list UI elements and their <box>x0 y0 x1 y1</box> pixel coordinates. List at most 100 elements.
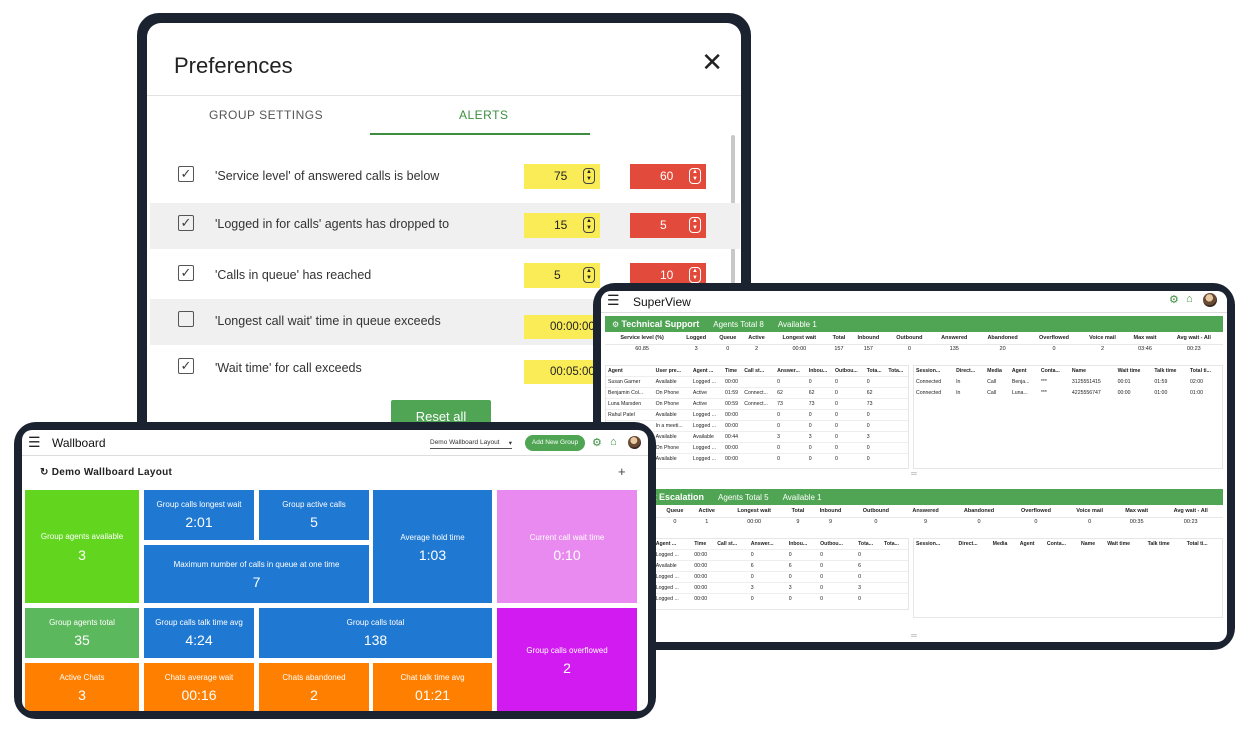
column-header: Total ti... <box>1186 541 1208 547</box>
column-header: Overflowed <box>1039 335 1069 342</box>
gear-icon[interactable]: ⚙ <box>1169 294 1179 306</box>
table-cell: 0 <box>818 559 857 571</box>
gear-icon[interactable]: ⚙ <box>592 437 602 449</box>
table-cell: 00:00 <box>692 548 716 560</box>
table-cell: 0 <box>748 570 787 582</box>
warning-threshold-input[interactable]: 5 ▲ ▼ <box>524 263 600 288</box>
table-cell <box>715 548 749 560</box>
table-cell: 0 <box>864 375 887 387</box>
table-cell: 0 <box>832 408 865 420</box>
tile-group-agents-total[interactable]: Group agents total 35 <box>25 608 139 658</box>
table-cell <box>715 581 749 593</box>
spinner-icon[interactable]: ▲ ▼ <box>583 217 595 233</box>
stat-value: 00:35 <box>1114 516 1159 527</box>
home-icon[interactable]: ⌂ <box>610 436 617 448</box>
column-header: Agent <box>1019 541 1035 547</box>
tile-max-calls-in-queue[interactable]: Maximum number of calls in queue at one … <box>144 545 369 603</box>
tile-active-chats[interactable]: Active Chats 3 <box>25 663 139 711</box>
plus-icon[interactable]: + <box>618 464 626 479</box>
layout-select[interactable]: Demo Wallboard Layout ▾ <box>430 439 512 449</box>
drag-handle-icon[interactable]: ═ <box>911 469 917 478</box>
critical-threshold-input[interactable]: 60 ▲ ▼ <box>630 164 706 189</box>
stat-value: 9 <box>900 516 951 527</box>
table-cell: 73 <box>775 397 807 409</box>
table-cell: 0 <box>806 419 833 431</box>
table-cell: 0 <box>856 592 883 604</box>
spinner-icon[interactable]: ▲ ▼ <box>583 168 595 184</box>
tile-current-call-wait-time[interactable]: Current call wait time 0:10 <box>497 490 637 603</box>
checkbox-icon[interactable] <box>178 311 194 327</box>
hamburger-icon[interactable]: ☰ <box>28 434 41 450</box>
column-header: Answered <box>912 508 939 515</box>
warning-threshold-input[interactable]: 75 ▲ ▼ <box>524 164 600 189</box>
critical-threshold-input[interactable]: 5 ▲ ▼ <box>630 213 706 238</box>
tile-average-hold-time[interactable]: Average hold time 1:03 <box>373 490 492 603</box>
tile-group-agents-available[interactable]: Group agents available 3 <box>25 490 139 603</box>
column-header: Name <box>1081 541 1096 547</box>
stat-value: 60.85 <box>605 343 680 354</box>
table-cell <box>715 592 749 604</box>
avatar[interactable] <box>628 436 641 449</box>
add-new-group-button[interactable]: Add New Group <box>525 435 585 451</box>
tile-chats-abandoned[interactable]: Chats abandoned 2 <box>259 663 369 711</box>
gear-icon[interactable]: ⚙ <box>612 320 622 329</box>
tile-group-calls-longest-wait[interactable]: Group calls longest wait 2:01 <box>144 490 254 540</box>
column-header: Wait time <box>1107 541 1131 547</box>
spinner-icon[interactable]: ▲ ▼ <box>689 267 701 283</box>
column-header: Talk time <box>1154 368 1177 374</box>
avatar[interactable] <box>1203 293 1217 307</box>
table-cell: Logged ... <box>690 408 724 420</box>
table-row[interactable]: Benjamin Col... On Phone Active 01:59 Connec… <box>606 386 908 398</box>
tile-group-calls-overflowed[interactable]: Group calls overflowed 2 <box>497 608 637 711</box>
spinner-icon[interactable]: ▲ ▼ <box>689 168 701 184</box>
table-cell: 00:00 <box>723 452 743 464</box>
column-header: Total <box>832 335 846 342</box>
warning-time-input[interactable]: 00:05:00 <box>524 360 600 384</box>
drag-handle-icon[interactable]: ═ <box>911 631 917 640</box>
tile-chat-talk-time-avg[interactable]: Chat talk time avg 01:21 <box>373 663 492 711</box>
tile-chats-average-wait[interactable]: Chats average wait 00:16 <box>144 663 254 711</box>
column-header: Media <box>987 368 1002 374</box>
home-icon[interactable]: ⌂ <box>1186 293 1193 305</box>
hamburger-icon[interactable]: ☰ <box>607 292 620 308</box>
column-header: Name <box>1071 368 1087 374</box>
column-header: Outbou... <box>834 367 858 374</box>
warning-threshold-input[interactable]: 15 ▲ ▼ <box>524 213 600 238</box>
spinner-icon[interactable]: ▲ ▼ <box>583 267 595 283</box>
table-row[interactable]: Rahul Patel Available Logged ... 00:00 0 0 0 0 <box>606 408 908 420</box>
table-cell: 00:44 <box>723 430 743 442</box>
refresh-icon[interactable]: ↻ <box>40 467 52 478</box>
tab-alerts[interactable]: ALERTS <box>459 108 509 122</box>
table-row[interactable]: Susan Garner Available Logged ... 00:00 0 0 0 0 <box>606 375 908 387</box>
stat-value: 20 <box>976 343 1029 354</box>
tile-group-active-calls[interactable]: Group active calls 5 <box>259 490 369 540</box>
table-row[interactable]: Connected In Call Benja... *** 3125551415 00:0… <box>914 376 1222 387</box>
column-header: Tota... <box>866 367 882 374</box>
warning-time-input[interactable]: 00:00:00 <box>524 315 600 339</box>
tile-group-calls-total[interactable]: Group calls total 138 <box>259 608 492 658</box>
checkbox-icon[interactable]: ✓ <box>178 358 194 374</box>
checkbox-icon[interactable]: ✓ <box>178 166 194 182</box>
table-cell: Logged ... <box>653 581 693 593</box>
table-cell: In <box>956 378 961 385</box>
tab-group-settings[interactable]: GROUP SETTINGS <box>209 108 324 122</box>
spinner-icon[interactable]: ▲ ▼ <box>689 217 701 233</box>
tile-group-calls-talk-time-avg[interactable]: Group calls talk time avg 4:24 <box>144 608 254 658</box>
table-cell: Logged ... <box>653 592 693 604</box>
table-cell <box>886 430 908 442</box>
table-row[interactable]: In a meeti... Logged ... 00:00 0 0 0 0 <box>606 419 908 431</box>
column-header: Inbou... <box>788 540 808 547</box>
checkbox-icon[interactable]: ✓ <box>178 215 194 231</box>
table-row[interactable]: Luna Marsden On Phone Active 00:59 Connect..… <box>606 397 908 409</box>
table-row[interactable]: Connected In Call Luna... *** 4225556747 00:00… <box>914 387 1222 398</box>
group-header-technical-support[interactable]: ⚙ Technical Support Agents Total 8 Availab… <box>605 316 1223 332</box>
checkbox-icon[interactable]: ✓ <box>178 265 194 281</box>
close-icon[interactable]: ✕ <box>701 47 723 77</box>
app-title: SuperView <box>633 295 691 309</box>
group-header-support-escalation[interactable]: al Support Escalation Agents Total 5 Avail… <box>605 489 1223 505</box>
table-cell: 00:00 <box>723 375 743 387</box>
app-title: Wallboard <box>52 436 106 450</box>
table-cell: Logged ... <box>653 570 693 582</box>
column-header: Longest wait <box>782 335 817 342</box>
